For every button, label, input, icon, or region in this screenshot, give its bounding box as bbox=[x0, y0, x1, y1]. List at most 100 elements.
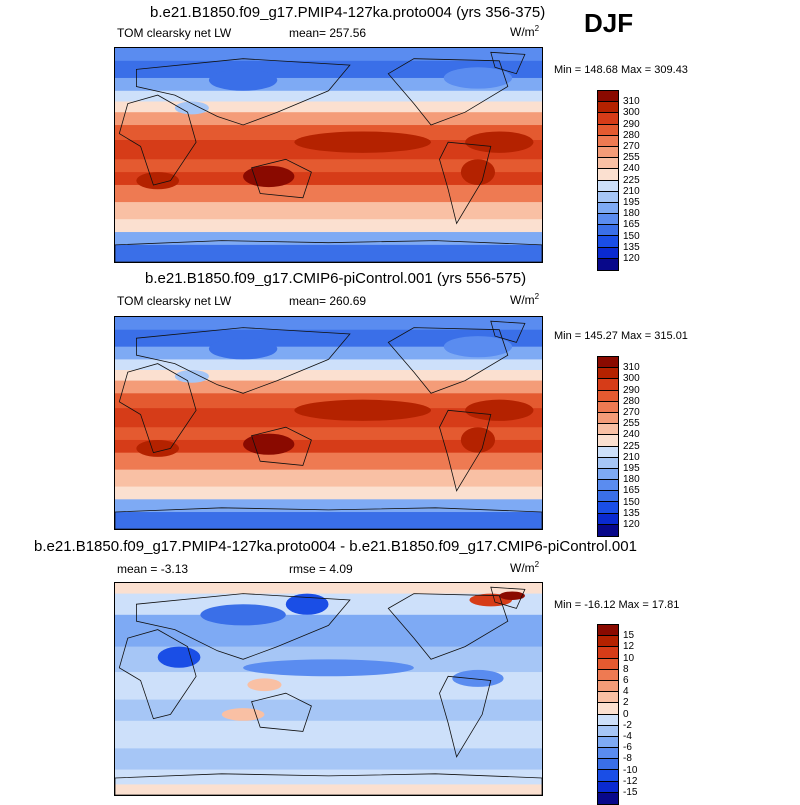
colorbar-tick-label: -10 bbox=[623, 764, 638, 776]
colorbar-tick-label: 290 bbox=[623, 118, 640, 130]
contour-band bbox=[115, 393, 542, 409]
contour-region bbox=[243, 433, 295, 455]
panel1-variable-label: TOM clearsky net LW bbox=[117, 26, 232, 40]
season-label: DJF bbox=[584, 8, 634, 38]
coastline bbox=[135, 58, 351, 126]
colorbar-box bbox=[598, 113, 618, 125]
colorbar-tick-label: -8 bbox=[623, 753, 632, 765]
contour-region bbox=[465, 131, 534, 153]
panel2-variable-label: TOM clearsky net LW bbox=[117, 294, 232, 308]
contour-region bbox=[294, 399, 431, 421]
colorbar-tick-label: 4 bbox=[623, 686, 629, 698]
panel3-mean-label: mean = -3.13 bbox=[117, 562, 189, 576]
panel3-minmax: Min = -16.12 Max = 17.81 bbox=[554, 599, 680, 611]
contour-region bbox=[208, 338, 278, 360]
colorbar-tick-label: 8 bbox=[623, 663, 629, 675]
panel1-units: W/m2 bbox=[510, 24, 540, 39]
colorbar-box bbox=[598, 491, 618, 503]
colorbar-box bbox=[598, 91, 618, 103]
coastline bbox=[490, 51, 526, 75]
contour-band bbox=[115, 48, 542, 62]
contour-band bbox=[115, 244, 542, 262]
panel3-units: W/m2 bbox=[510, 560, 540, 575]
contour-band bbox=[115, 90, 542, 102]
coastline bbox=[387, 58, 509, 126]
colorbar-tick-label: 270 bbox=[623, 407, 640, 418]
colorbar-tick-label: 225 bbox=[623, 440, 640, 452]
coastline bbox=[251, 158, 312, 199]
colorbar-box bbox=[598, 225, 618, 237]
colorbar-tick-label: 300 bbox=[623, 107, 640, 119]
colorbar-box bbox=[598, 191, 618, 203]
colorbar-tick-label: 310 bbox=[623, 96, 640, 108]
colorbar-box bbox=[598, 180, 618, 192]
colorbar-tick-label: -6 bbox=[623, 742, 632, 754]
colorbar-box bbox=[598, 669, 618, 681]
colorbar-tick-label: 12 bbox=[623, 641, 635, 653]
colorbar-box bbox=[598, 124, 618, 136]
colorbar-box bbox=[598, 247, 618, 259]
colorbar-tick-label: 280 bbox=[623, 129, 640, 141]
contour-region bbox=[460, 159, 496, 185]
colorbar-tick-label: 6 bbox=[623, 675, 629, 686]
colorbar-box bbox=[598, 725, 618, 737]
contour-band bbox=[115, 359, 542, 371]
colorbar-tick-label: 120 bbox=[623, 519, 640, 530]
colorbar-box bbox=[598, 412, 618, 425]
colorbar-tick-label: 150 bbox=[623, 496, 640, 508]
colorbar-box bbox=[598, 379, 618, 391]
colorbar-box bbox=[598, 457, 618, 469]
colorbar-tick-label: 150 bbox=[623, 230, 640, 242]
colorbar-box bbox=[598, 636, 618, 648]
colorbar-box bbox=[598, 146, 618, 159]
panel2-title: b.e21.B1850.f09_g17.CMIP6-piControl.001 … bbox=[145, 270, 527, 287]
colorbar-tick-label: 135 bbox=[623, 241, 640, 253]
colorbar-box bbox=[598, 680, 618, 693]
contour-region bbox=[443, 336, 513, 358]
coastline bbox=[387, 593, 509, 660]
contour-band bbox=[115, 583, 542, 595]
contour-region bbox=[465, 399, 534, 421]
coastline bbox=[118, 363, 197, 454]
panel2-mean-label: mean= 260.69 bbox=[289, 294, 367, 308]
coastline bbox=[118, 94, 197, 186]
contour-region bbox=[460, 427, 496, 453]
contour-region bbox=[243, 165, 295, 188]
coastline bbox=[135, 327, 351, 394]
colorbar-box bbox=[598, 169, 618, 181]
contour-band bbox=[115, 452, 542, 471]
colorbar-box bbox=[598, 759, 618, 771]
colorbar-tick-label: 270 bbox=[623, 141, 640, 152]
colorbar-box bbox=[598, 714, 618, 726]
panel3-rmse-label: rmse = 4.09 bbox=[289, 562, 353, 576]
colorbar-box bbox=[598, 135, 618, 147]
coastline bbox=[490, 320, 526, 343]
contour-band bbox=[115, 512, 542, 529]
coastline bbox=[251, 426, 312, 466]
panel2-contour-plot bbox=[115, 317, 542, 529]
contour-band bbox=[115, 427, 542, 441]
contour-region bbox=[452, 669, 504, 687]
contour-region bbox=[136, 439, 180, 457]
panel2-minmax: Min = 145.27 Max = 315.01 bbox=[554, 330, 688, 342]
colorbar-tick-label: 10 bbox=[623, 652, 635, 664]
colorbar-tick-label: 180 bbox=[623, 474, 640, 486]
colorbar-tick-label: 120 bbox=[623, 253, 640, 264]
colorbar-tick-label: -15 bbox=[623, 787, 638, 798]
colorbar-tick-label: 290 bbox=[623, 384, 640, 396]
colorbar-box bbox=[598, 158, 618, 170]
panel1-map bbox=[114, 47, 543, 263]
contour-region bbox=[221, 708, 265, 721]
contour-band bbox=[115, 101, 542, 113]
colorbar-tick-label: 240 bbox=[623, 163, 640, 175]
panel3-title: b.e21.B1850.f09_g17.PMIP4-127ka.proto004… bbox=[34, 538, 637, 555]
colorbar-box bbox=[598, 736, 618, 749]
colorbar-tick-label: 165 bbox=[623, 219, 640, 231]
coastline bbox=[439, 409, 492, 492]
colorbar-tick-label: 195 bbox=[623, 463, 640, 474]
colorbar-box bbox=[598, 202, 618, 215]
colorbar-box bbox=[598, 513, 618, 525]
contour-region bbox=[247, 678, 282, 692]
colorbar-tick-label: -4 bbox=[623, 731, 632, 742]
colorbar-tick-label: 255 bbox=[623, 152, 640, 164]
